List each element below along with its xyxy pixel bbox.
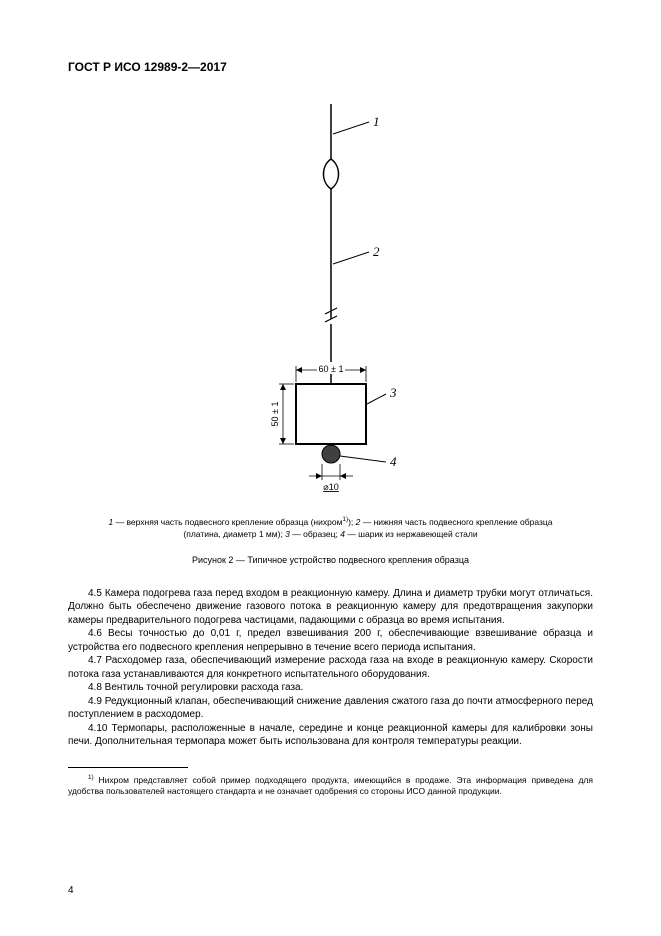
figure-label-1: 1 xyxy=(373,114,380,129)
legend-text-3a: (платина, диаметр 1 мм); xyxy=(183,529,285,539)
legend-text-1b: ); xyxy=(348,517,356,527)
figure-container: 1 2 60 ± 1 50 ± 1 3 xyxy=(68,104,593,504)
body-text: 4.5 Камера подогрева газа перед входом в… xyxy=(68,587,593,749)
document-header: ГОСТ Р ИСО 12989-2—2017 xyxy=(68,60,593,74)
figure-svg: 1 2 60 ± 1 50 ± 1 3 xyxy=(221,104,441,504)
dim-diameter: ⌀10 xyxy=(323,482,338,492)
legend-text-1a: — верхняя часть подвесного крепление обр… xyxy=(113,517,342,527)
page-number: 4 xyxy=(68,885,74,896)
paragraph-4-9: 4.9 Редукционный клапан, обеспечивающий … xyxy=(68,695,593,722)
footnote-text: Нихром представляет собой пример подходя… xyxy=(68,774,593,795)
dim-height: 50 ± 1 xyxy=(270,402,280,427)
paragraph-4-5: 4.5 Камера подогрева газа перед входом в… xyxy=(68,587,593,628)
paragraph-4-7: 4.7 Расходомер газа, обеспечивающий изме… xyxy=(68,654,593,681)
figure-caption: Рисунок 2 — Типичное устройство подвесно… xyxy=(68,555,593,565)
footnote-rule xyxy=(68,767,188,768)
figure-label-4: 4 xyxy=(390,454,397,469)
paragraph-4-6: 4.6 Весы точностью до 0,01 г, предел взв… xyxy=(68,627,593,654)
legend-text-4: — шарик из нержавеющей стали xyxy=(345,529,478,539)
paragraph-4-8: 4.8 Вентиль точной регулировки расхода г… xyxy=(68,681,593,695)
figure-legend: 1 — верхняя часть подвесного крепление о… xyxy=(68,516,593,541)
dim-width: 60 ± 1 xyxy=(318,364,343,374)
legend-text-3b: — образец; xyxy=(290,529,340,539)
legend-text-2: — нижняя часть подвесного крепление обра… xyxy=(360,517,552,527)
figure-label-3: 3 xyxy=(389,385,397,400)
paragraph-4-10: 4.10 Термопары, расположенные в начале, … xyxy=(68,722,593,749)
footnote: 1) Нихром представляет собой пример подх… xyxy=(68,774,593,798)
figure-label-2: 2 xyxy=(373,244,380,259)
